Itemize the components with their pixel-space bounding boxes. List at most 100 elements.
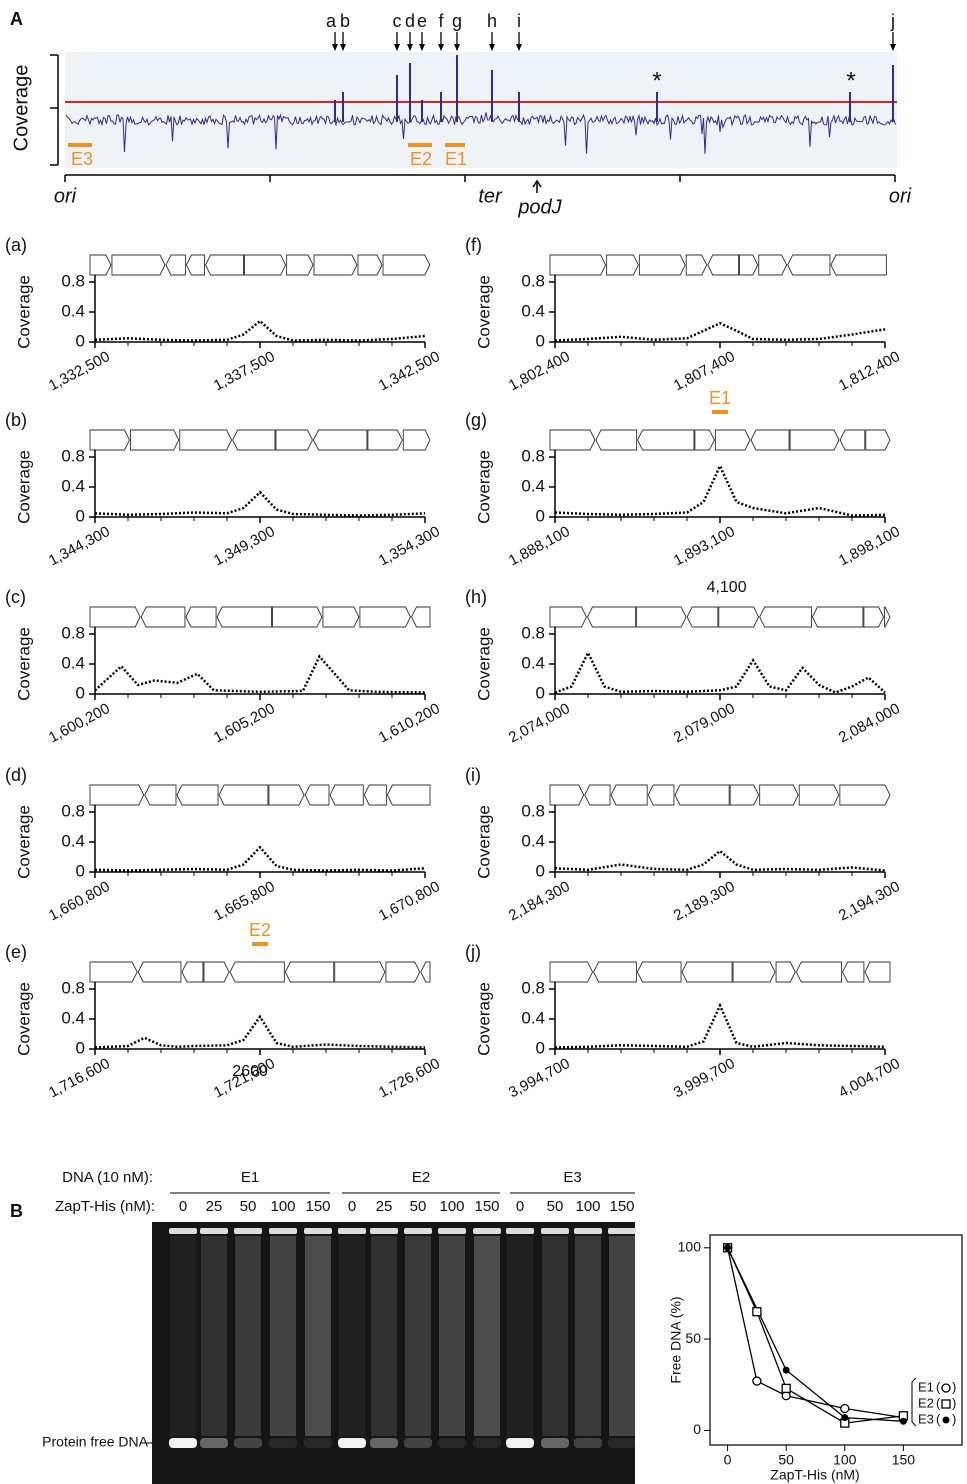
x-tick-label: 1,665,800	[211, 878, 278, 924]
gel-band	[506, 1438, 534, 1448]
panel-label: A	[10, 9, 23, 29]
gene-box	[550, 607, 586, 627]
gel-well	[269, 1228, 297, 1234]
gene-box	[831, 255, 886, 275]
gene-box	[112, 255, 165, 275]
annotation: E2	[249, 920, 271, 940]
panel-label: (e)	[5, 942, 27, 962]
gene-box	[695, 430, 714, 450]
annotation: E1	[709, 388, 731, 408]
panel-label: (i)	[465, 765, 481, 785]
gel-well	[200, 1228, 228, 1234]
region-label: E1	[445, 149, 467, 169]
gene-box	[403, 430, 430, 450]
lane-label: 100	[575, 1198, 600, 1215]
group-label: E1	[241, 1169, 259, 1186]
coverage-background	[65, 52, 897, 168]
y-tick-label: 0.8	[521, 446, 545, 465]
y-tick-label: 0	[76, 683, 85, 702]
peak-label: c	[393, 11, 402, 31]
peak-label: a	[326, 11, 337, 31]
gene-box	[90, 607, 140, 627]
coverage-line	[95, 657, 425, 693]
coverage-line	[95, 847, 425, 870]
gene-box	[90, 430, 130, 450]
region-bar	[712, 410, 728, 414]
x-tick-label: 1,893,100	[671, 523, 738, 569]
gene-box	[90, 785, 144, 805]
gene-box	[843, 962, 864, 982]
gel-band	[404, 1438, 432, 1448]
y-tick-label: 0.4	[61, 1008, 85, 1027]
x-tick-label: 1,716,600	[46, 1055, 113, 1101]
x-tick-label: 2,084,000	[836, 700, 903, 746]
gene-box	[360, 607, 411, 627]
gel-band	[574, 1438, 602, 1448]
gene-box	[719, 607, 759, 627]
panel-label: (a)	[5, 235, 27, 255]
gene-box	[864, 607, 884, 627]
lane-label: 50	[240, 1198, 257, 1215]
x-tick-label: 150	[892, 1452, 916, 1468]
gene-box	[206, 255, 244, 275]
y-axis-label: Free DNA (%)	[668, 1296, 684, 1383]
gene-box	[790, 430, 839, 450]
peak-arrowhead	[332, 44, 338, 51]
y-axis-label: Coverage	[10, 65, 32, 152]
gel-band	[541, 1438, 569, 1448]
y-tick-label: 0.8	[521, 271, 545, 290]
x-tick-label: 1,726,600	[376, 1055, 443, 1101]
peak-label: j	[890, 11, 895, 31]
y-tick-label: 0.8	[61, 978, 85, 997]
x-tick-label: 1,888,100	[506, 523, 573, 569]
gel-smear	[201, 1236, 227, 1436]
axis-label: ori	[54, 185, 77, 207]
region-bar	[408, 143, 432, 147]
x-tick-label: 1,802,400	[506, 348, 573, 394]
y-tick-label: 0.4	[61, 476, 85, 495]
gel-band	[438, 1438, 466, 1448]
y-axis-label: Coverage	[14, 805, 33, 879]
x-tick-label: 2,074,000	[506, 700, 573, 746]
gene-box	[182, 962, 203, 982]
region-label: E2	[410, 149, 432, 169]
y-tick-label: 0	[536, 861, 545, 880]
gene-box	[177, 785, 218, 805]
marker	[900, 1418, 907, 1425]
gel-band	[608, 1438, 636, 1448]
coverage-line	[555, 1006, 885, 1048]
peak-arrowhead	[489, 44, 495, 51]
gene-box	[715, 430, 750, 450]
gene-box	[421, 962, 430, 982]
y-tick-label: 0.8	[61, 623, 85, 642]
gel-band	[234, 1438, 262, 1448]
gene-box	[885, 607, 890, 627]
y-tick-label: 0.4	[521, 301, 545, 320]
y-tick-label: 0.8	[521, 623, 545, 642]
y-tick-label: 0.4	[61, 301, 85, 320]
marker	[942, 1400, 950, 1408]
y-tick-label: 0	[76, 1038, 85, 1057]
x-tick-label: 1,337,500	[211, 348, 278, 394]
peak-label: b	[340, 11, 350, 31]
panel-label: (b)	[5, 410, 27, 430]
gene-box	[90, 962, 137, 982]
legend-paren: (	[936, 1395, 941, 1410]
y-tick-label: 0	[76, 861, 85, 880]
gene-box	[387, 785, 430, 805]
lane-label: 150	[474, 1198, 499, 1215]
gene-box	[675, 785, 729, 805]
band-label: Protein free DNA	[42, 1434, 148, 1450]
gene-box	[287, 255, 313, 275]
gene-box	[637, 962, 681, 982]
y-tick-label: 0.8	[521, 978, 545, 997]
y-tick-label: 0.4	[521, 831, 545, 850]
legend-label: E3	[918, 1411, 934, 1426]
gene-box	[204, 962, 229, 982]
peak-label: g	[452, 11, 462, 31]
peak-arrowhead	[890, 44, 896, 51]
gene-box	[186, 607, 216, 627]
x-tick-label: 1,660,800	[46, 878, 113, 924]
gene-box	[760, 785, 799, 805]
peak-arrowhead	[438, 44, 444, 51]
